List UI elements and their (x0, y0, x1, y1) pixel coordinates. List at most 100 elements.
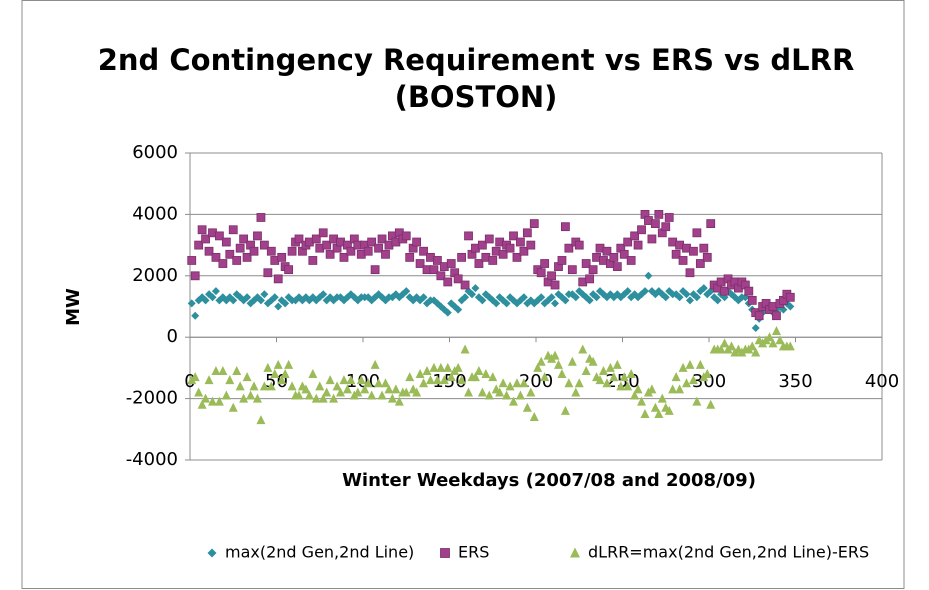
square-marker (474, 259, 484, 268)
triangle-marker (412, 387, 422, 397)
square-marker (277, 252, 287, 262)
square-marker (647, 234, 657, 244)
triangle-marker (332, 381, 342, 391)
triangle-marker (664, 405, 674, 415)
square-marker (194, 240, 204, 250)
square-marker (633, 240, 643, 250)
triangle-marker (432, 375, 442, 385)
triangle-marker (647, 384, 657, 394)
square-marker (221, 237, 231, 247)
square-marker (218, 259, 228, 268)
diamond-marker (699, 284, 708, 293)
triangle-marker (311, 393, 321, 403)
square-marker (522, 228, 532, 238)
triangle-marker (720, 338, 730, 348)
square-marker (772, 311, 781, 321)
triangle-marker (519, 378, 529, 388)
square-marker (381, 249, 390, 259)
diamond-marker (419, 293, 428, 302)
x-axis-title: Winter Weekdays (2007/08 and 2008/09) (342, 470, 756, 491)
square-marker (754, 311, 764, 321)
triangle-marker (304, 390, 314, 400)
triangle-marker (488, 372, 498, 382)
triangle-marker (633, 384, 643, 394)
triangle-marker (415, 369, 425, 379)
triangle-marker (668, 384, 678, 394)
triangle-marker (339, 375, 349, 385)
triangle-marker (706, 399, 716, 409)
triangle-marker (616, 381, 626, 391)
diamond-marker (402, 287, 411, 296)
square-marker (550, 280, 560, 290)
triangle-marker (609, 372, 619, 382)
triangle-marker (235, 381, 245, 391)
triangle-marker (567, 356, 577, 366)
square-marker (273, 274, 283, 284)
chart-title: 2nd Contingency Requirement vs ERS vs dL… (98, 43, 855, 77)
triangle-marker (380, 378, 390, 388)
y-tick-label: 2000 (132, 265, 178, 286)
square-marker (215, 231, 224, 241)
square-marker (239, 234, 249, 244)
triangle-marker (605, 362, 615, 372)
square-marker (225, 249, 235, 259)
square-marker (190, 271, 200, 281)
square-marker (574, 240, 584, 250)
chart-title: (BOSTON) (395, 80, 558, 114)
y-tick-label: 6000 (132, 142, 178, 163)
square-marker (453, 274, 463, 284)
triangle-marker (252, 393, 262, 403)
triangle-marker (391, 384, 401, 394)
square-marker (609, 252, 619, 262)
triangle-marker (356, 375, 366, 385)
triangle-marker (315, 381, 325, 391)
triangle-marker (436, 362, 446, 372)
triangle-marker (204, 375, 214, 385)
triangle-marker (259, 381, 269, 391)
x-tick-label: 150 (432, 371, 466, 392)
triangle-marker (232, 365, 242, 375)
triangle-marker (716, 344, 726, 354)
triangle-marker (377, 390, 387, 400)
square-marker (747, 295, 757, 305)
square-marker (322, 240, 332, 250)
legend-label: max(2nd Gen,2nd Line) (225, 543, 414, 562)
triangle-marker (474, 365, 484, 375)
triangle-marker (678, 362, 688, 372)
square-marker (284, 265, 294, 275)
square-marker (405, 252, 415, 262)
triangle-marker (640, 408, 650, 418)
square-marker (654, 209, 664, 219)
square-marker (650, 219, 660, 229)
square-marker (557, 256, 567, 265)
legend-marker (207, 548, 217, 558)
y-tick-label: 0 (167, 326, 178, 347)
diamond-marker (537, 293, 546, 302)
y-tick-label: -4000 (126, 449, 178, 470)
triangle-marker (443, 362, 453, 372)
square-marker (235, 243, 245, 253)
triangle-marker (277, 375, 287, 385)
square-marker (432, 256, 442, 265)
diamond-marker (467, 290, 476, 299)
triangle-marker (692, 396, 702, 406)
diamond-marker (319, 290, 328, 299)
square-marker (547, 271, 556, 281)
diamond-marker (571, 293, 580, 302)
triangle-marker (571, 387, 581, 397)
square-marker (401, 231, 411, 241)
triangle-marker (294, 390, 304, 400)
triangle-marker (387, 393, 397, 403)
square-marker (263, 268, 273, 278)
square-marker (339, 252, 349, 262)
diamond-marker (191, 311, 200, 320)
triangle-marker (515, 390, 525, 400)
diamond-marker (692, 293, 701, 302)
square-marker (585, 274, 595, 284)
square-marker (415, 259, 425, 268)
square-marker (661, 222, 671, 232)
square-marker (367, 237, 377, 247)
square-marker (477, 240, 487, 250)
square-marker (526, 240, 536, 250)
diamond-marker (661, 293, 670, 302)
